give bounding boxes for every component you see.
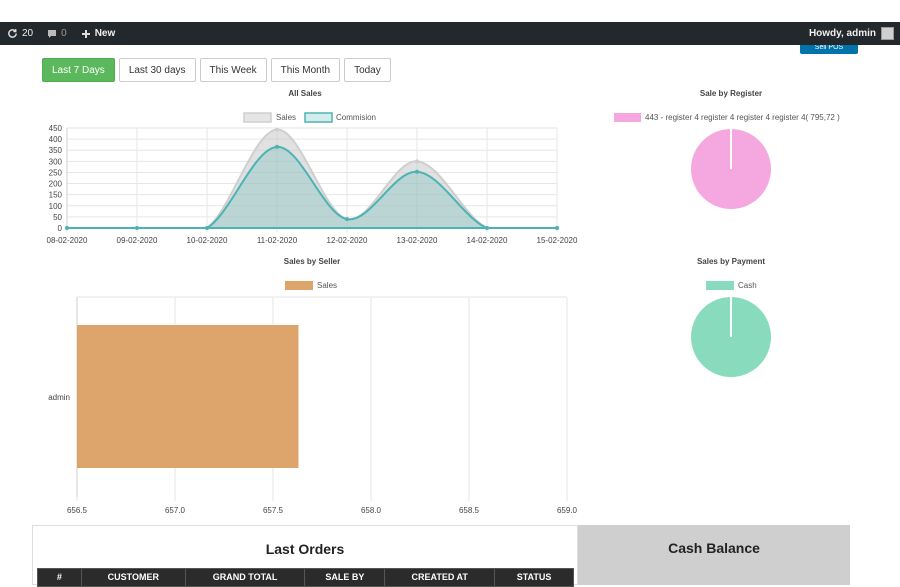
point-commission[interactable] [485,226,489,230]
y-tick-label: 200 [49,180,63,189]
sale-by-register-chart: Sale by Register 443 - register 4 regist… [614,89,840,209]
point-sales[interactable] [415,159,419,164]
all-sales-title: All Sales [288,89,322,98]
x-tick-label: 15-02-2020 [537,236,578,245]
x-tick-label: 657.5 [263,506,284,515]
plus-icon [81,29,90,38]
last-orders-panel: Last Orders # CUSTOMER GRAND TOTAL SALE … [32,525,578,587]
x-tick-label: 12-02-2020 [327,236,368,245]
x-tick-label: 13-02-2020 [397,236,438,245]
x-tick-label: 657.0 [165,506,186,515]
legend-swatch-register[interactable] [614,113,641,122]
x-tick-label: 659.0 [557,506,578,515]
sales-by-payment-chart: Sales by Payment Cash [691,257,771,377]
comments-count: 0 [61,28,67,39]
point-commission[interactable] [275,144,279,149]
x-tick-label: 10-02-2020 [187,236,228,245]
series-area-commission [67,145,557,230]
point-sales[interactable] [275,127,279,132]
updates-count: 20 [22,28,34,39]
col-number[interactable]: # [37,568,82,587]
filter-last-30-days[interactable]: Last 30 days [118,58,196,82]
last-orders-title: Last Orders [265,541,345,557]
y-tick-label: 400 [49,135,63,144]
y-tick-label: 150 [49,191,63,200]
filter-this-month[interactable]: This Month [270,58,341,82]
sales-by-seller-title: Sales by Seller [284,257,340,266]
x-tick-label: 11-02-2020 [257,236,298,245]
sales-by-seller-chart: Sales by Seller Sales 656.5 657.0 657.5 658… [48,257,577,515]
legend-swatch-seller-sales[interactable] [285,281,313,290]
legend-label-seller-sales: Sales [317,281,337,290]
y-tick-label: 0 [58,224,63,233]
orders-table: # CUSTOMER GRAND TOTAL SALE BY CREATED A… [37,568,574,587]
point-commission[interactable] [65,226,69,230]
all-sales-chart: All Sales Sales Commision 0 50 100 150 200 25… [47,89,578,245]
greeting: Howdy, admin [808,28,876,39]
y-tick-label: 450 [49,124,63,133]
avatar [881,27,894,40]
sell-pos-button[interactable]: Sell POS [800,45,858,54]
col-status[interactable]: STATUS [494,568,574,587]
orders-header-row: # CUSTOMER GRAND TOTAL SALE BY CREATED A… [37,568,574,587]
comment-icon [48,29,57,38]
col-created-at[interactable]: CREATED AT [384,568,496,587]
comments-link[interactable]: 0 [40,22,74,45]
point-commission[interactable] [345,217,349,222]
dashboard-charts: All Sales Sales Commision 0 50 100 150 200 25… [47,89,841,515]
col-sale-by[interactable]: SALE BY [304,568,386,587]
point-commission[interactable] [555,226,559,230]
cash-balance-panel: Cash Balance [578,525,850,585]
point-commission[interactable] [205,226,209,230]
y-tick-label: 350 [49,146,63,155]
date-filter-group: Last 7 Days Last 30 days This Week This … [42,58,391,82]
x-tick-label: 658.0 [361,506,382,515]
legend-label-register: 443 - register 4 register 4 register 4 r… [645,113,840,122]
x-tick-label: 656.5 [67,506,88,515]
legend-swatch-sales[interactable] [243,112,272,123]
point-commission[interactable] [415,169,419,174]
col-customer[interactable]: CUSTOMER [80,568,186,587]
legend-label-sales: Sales [276,113,296,122]
col-grand-total[interactable]: GRAND TOTAL [184,568,306,587]
filter-today[interactable]: Today [344,58,391,82]
x-tick-label: 08-02-2020 [47,236,88,245]
y-tick-label: 300 [49,157,63,166]
bar-admin[interactable] [77,325,299,468]
filter-this-week[interactable]: This Week [199,58,267,82]
legend-swatch-commission[interactable] [304,112,333,123]
sale-by-register-title: Sale by Register [700,89,762,98]
x-tick-label: 14-02-2020 [467,236,508,245]
new-label: New [94,28,116,39]
cash-balance-title: Cash Balance [668,540,760,556]
x-tick-label: 658.5 [459,506,480,515]
sales-by-payment-title: Sales by Payment [697,257,765,266]
x-tick-label: 09-02-2020 [117,236,158,245]
point-commission[interactable] [135,226,139,230]
refresh-icon [8,29,17,38]
filter-last-7-days[interactable]: Last 7 Days [42,58,115,82]
legend-label-cash: Cash [738,281,757,290]
y-tick-label: 250 [49,168,63,177]
y-tick-label: 100 [49,202,63,211]
admin-bar: 20 0 New Howdy, admin [0,22,900,45]
legend-swatch-cash[interactable] [706,281,734,290]
category-label-admin: admin [48,393,70,402]
y-tick-label: 50 [53,213,62,222]
updates-link[interactable]: 20 [0,22,40,45]
account-menu[interactable]: Howdy, admin [809,27,900,40]
new-link[interactable]: New [74,22,123,45]
legend-label-commission: Commision [336,113,376,122]
